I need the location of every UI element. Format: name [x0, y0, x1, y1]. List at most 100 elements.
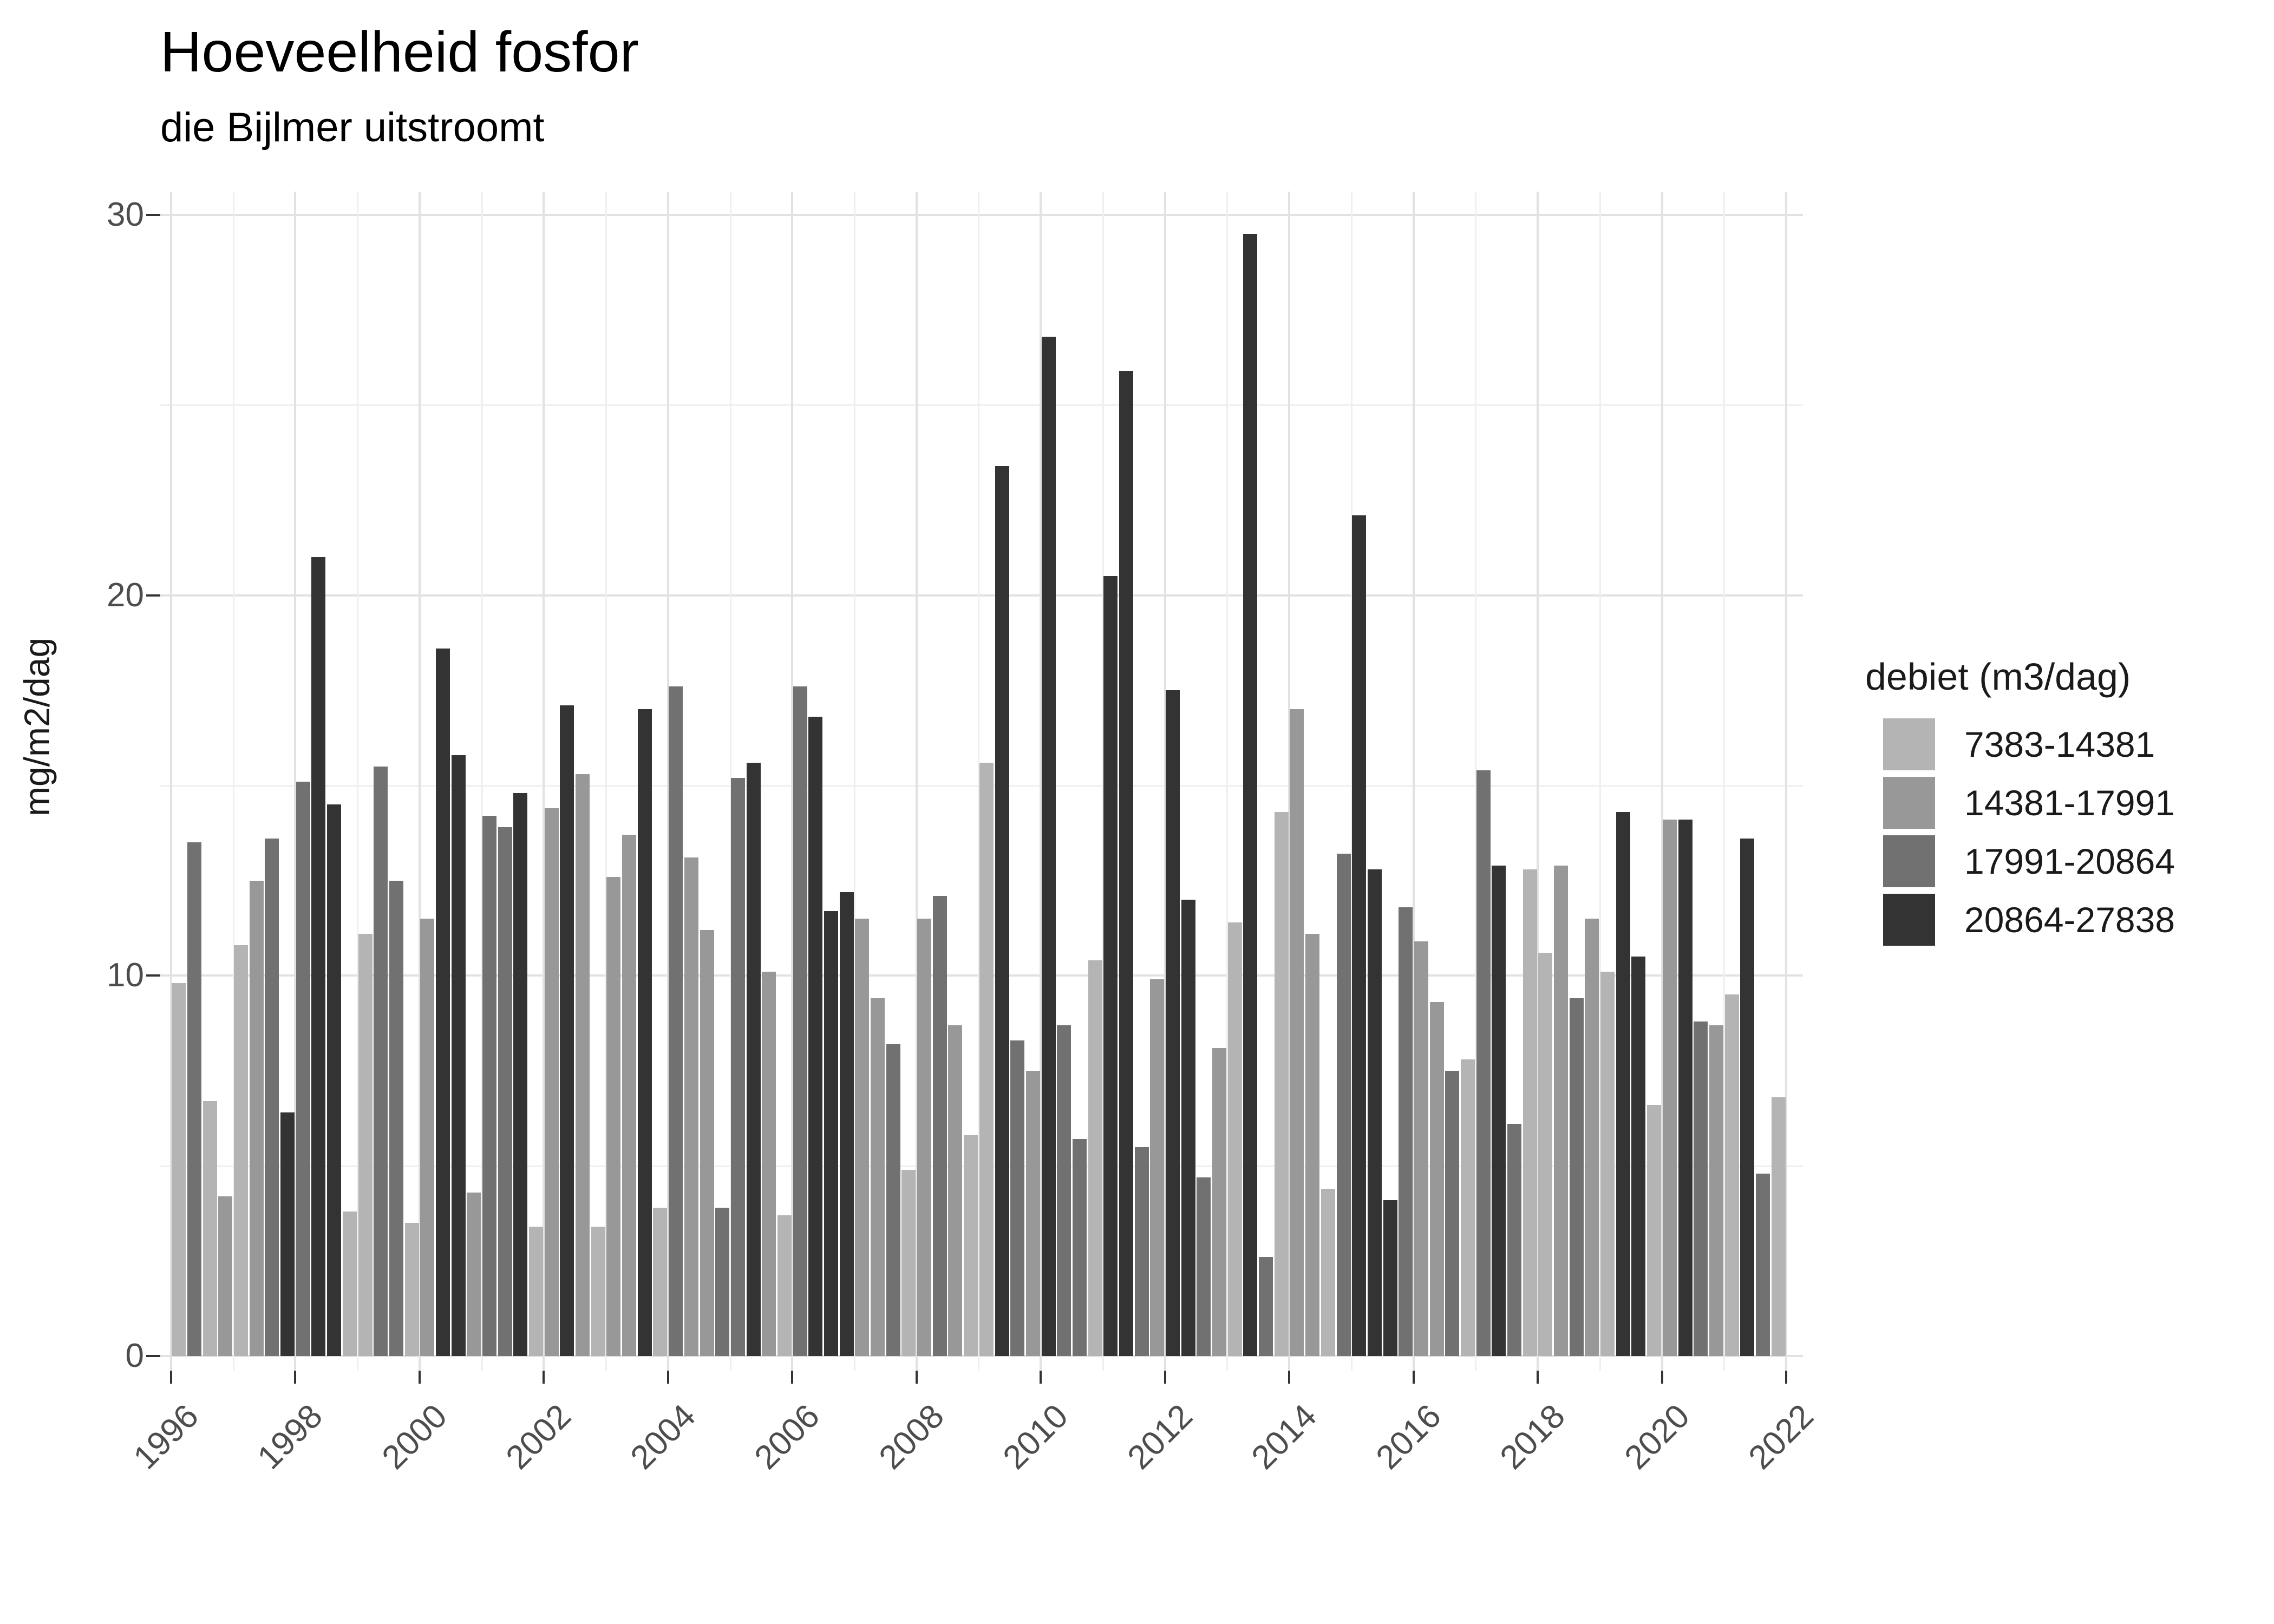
x-tick-mark: [1537, 1371, 1539, 1384]
bar: [529, 1227, 544, 1356]
y-tick-mark: [146, 594, 160, 597]
bar: [1492, 865, 1506, 1356]
bar: [684, 857, 698, 1356]
bar: [327, 804, 342, 1356]
gridline-x-major: [170, 192, 172, 1371]
bar: [1119, 371, 1133, 1356]
x-tick-label: 2022: [1741, 1397, 1821, 1477]
bar: [886, 1044, 900, 1356]
bar: [793, 686, 807, 1356]
bar: [777, 1215, 792, 1356]
bar: [187, 842, 202, 1356]
bar: [1134, 1147, 1149, 1356]
gridline-x-major: [1785, 192, 1787, 1371]
bar: [700, 929, 714, 1356]
x-tick-mark: [666, 1371, 669, 1384]
bar: [560, 705, 574, 1356]
bar: [249, 880, 264, 1356]
bar: [1399, 907, 1413, 1356]
bar: [1243, 234, 1258, 1356]
x-tick-label: 1998: [251, 1397, 330, 1477]
gridline-x-major: [666, 192, 669, 1371]
gridline-x-major: [1288, 192, 1291, 1371]
bar: [1212, 1047, 1227, 1356]
bar: [358, 934, 373, 1356]
gridline-y-major: [160, 594, 1803, 597]
legend-swatch-icon: [1883, 718, 1935, 770]
bar: [730, 777, 745, 1356]
bar: [1227, 922, 1242, 1356]
bar: [808, 717, 823, 1356]
bar: [669, 686, 683, 1356]
legend-item-label: 20864-27838: [1964, 900, 2175, 940]
legend-swatch-icon: [1883, 777, 1935, 829]
bar: [467, 1192, 481, 1356]
bar: [1150, 979, 1165, 1356]
bar: [1197, 1177, 1211, 1356]
bar: [265, 839, 279, 1356]
x-tick-mark: [1785, 1371, 1787, 1384]
bar: [1103, 576, 1118, 1356]
legend-swatch-icon: [1883, 894, 1935, 946]
bar: [1088, 960, 1102, 1356]
gridline-x-minor: [1599, 192, 1601, 1371]
gridline-x-minor: [232, 192, 234, 1371]
x-tick-mark: [1288, 1371, 1291, 1384]
x-tick-mark: [1164, 1371, 1166, 1384]
x-tick-mark: [543, 1371, 545, 1384]
gridline-x-minor: [481, 192, 483, 1371]
x-tick-label: 2016: [1369, 1397, 1448, 1477]
gridline-x-major: [1661, 192, 1663, 1371]
bar: [513, 793, 528, 1356]
gridline-x-major: [1412, 192, 1415, 1371]
bar: [1569, 998, 1584, 1356]
gridline-x-major: [1537, 192, 1539, 1371]
y-tick-mark: [146, 213, 160, 216]
y-tick-mark: [146, 1355, 160, 1357]
bar: [1724, 994, 1739, 1356]
legend-item: 7383-14381: [1883, 718, 2274, 770]
bar: [1694, 1021, 1708, 1356]
x-tick-mark: [170, 1371, 172, 1384]
y-tick-label: 20: [107, 576, 144, 614]
bar: [1367, 869, 1382, 1356]
bar: [871, 998, 885, 1356]
x-tick-label: 2000: [375, 1397, 454, 1477]
bar: [1445, 1070, 1460, 1356]
gridline-x-minor: [605, 192, 607, 1371]
legend-title: debiet (m3/dag): [1865, 656, 2131, 698]
x-tick-mark: [1661, 1371, 1663, 1384]
bar: [653, 1207, 668, 1356]
bar: [1181, 899, 1195, 1356]
x-tick-label: 2018: [1493, 1397, 1573, 1477]
bar: [1290, 709, 1304, 1356]
bar: [435, 648, 450, 1356]
bar: [948, 1025, 963, 1356]
gridline-x-major: [418, 192, 421, 1371]
bar: [1305, 934, 1320, 1356]
bar: [1041, 336, 1056, 1356]
bar: [995, 466, 1009, 1356]
bar: [622, 835, 637, 1356]
legend-item: 17991-20864: [1883, 835, 2274, 887]
bar: [1662, 820, 1677, 1356]
gridline-x-minor: [357, 192, 359, 1371]
x-tick-label: 2002: [499, 1397, 579, 1477]
bar: [917, 918, 932, 1356]
gridline-y-major: [160, 1355, 1803, 1357]
gridline-x-major: [1040, 192, 1042, 1371]
bar: [544, 808, 559, 1356]
bar: [1429, 1002, 1444, 1356]
bar: [374, 766, 388, 1356]
bar: [420, 918, 435, 1356]
x-tick-mark: [791, 1371, 794, 1384]
bar: [964, 1135, 978, 1356]
bar: [746, 762, 761, 1356]
bar: [576, 774, 590, 1356]
bar: [1166, 690, 1180, 1356]
bar: [1554, 865, 1569, 1356]
chart-subtitle: die Bijlmer uitstroomt: [160, 104, 545, 150]
bar: [451, 755, 466, 1356]
y-axis-title: mg/m2/dag: [17, 637, 57, 816]
